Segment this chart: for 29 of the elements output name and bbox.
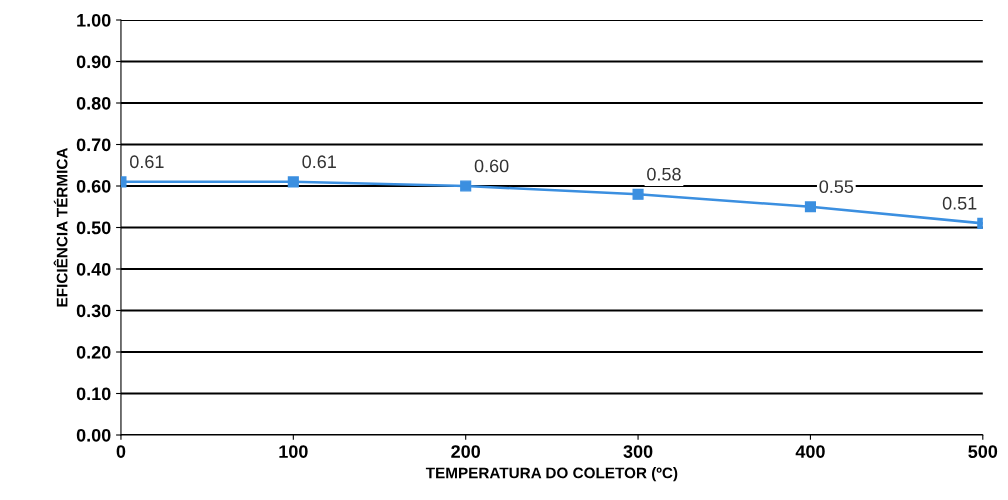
y-tick-label: 0.50 xyxy=(76,221,111,235)
y-tick-label: 0.70 xyxy=(76,138,111,152)
y-tick-label: 1.00 xyxy=(77,13,111,27)
data-label: 0.60 xyxy=(474,159,509,173)
data-label: 0.58 xyxy=(647,167,681,181)
data-label: 0.51 xyxy=(942,196,977,210)
x-tick-label: 500 xyxy=(968,445,998,458)
y-tick-label: 0.40 xyxy=(76,262,111,276)
x-tick-label: 400 xyxy=(795,445,825,458)
point xyxy=(287,176,299,188)
x-tick-label: 0 xyxy=(116,445,126,458)
y-tick-label: 0.20 xyxy=(76,345,111,359)
y-axis-title: EFICIÊNCIA TÉRMICA xyxy=(53,147,68,307)
y-tick-label: 0.90 xyxy=(76,55,111,69)
y-tick-label: 0.60 xyxy=(76,179,111,193)
x-tick-label: 300 xyxy=(623,445,653,459)
x-tick-label: 200 xyxy=(451,445,481,458)
y-tick-label: 0.10 xyxy=(76,387,111,401)
y-tick-label: 0.30 xyxy=(76,304,111,318)
data-label: 0.61 xyxy=(130,155,164,169)
point xyxy=(804,201,816,213)
point xyxy=(632,188,644,200)
x-axis-title: TEMPERATURA DO COLETOR (ºC) xyxy=(425,467,678,482)
y-tick-label: 0.80 xyxy=(76,96,111,110)
point xyxy=(460,180,472,192)
data-label: 0.61 xyxy=(302,155,336,169)
data-label: 0.55 xyxy=(819,180,854,194)
y-tick-label: 0.00 xyxy=(76,428,111,442)
x-tick-label: 100 xyxy=(279,445,308,458)
